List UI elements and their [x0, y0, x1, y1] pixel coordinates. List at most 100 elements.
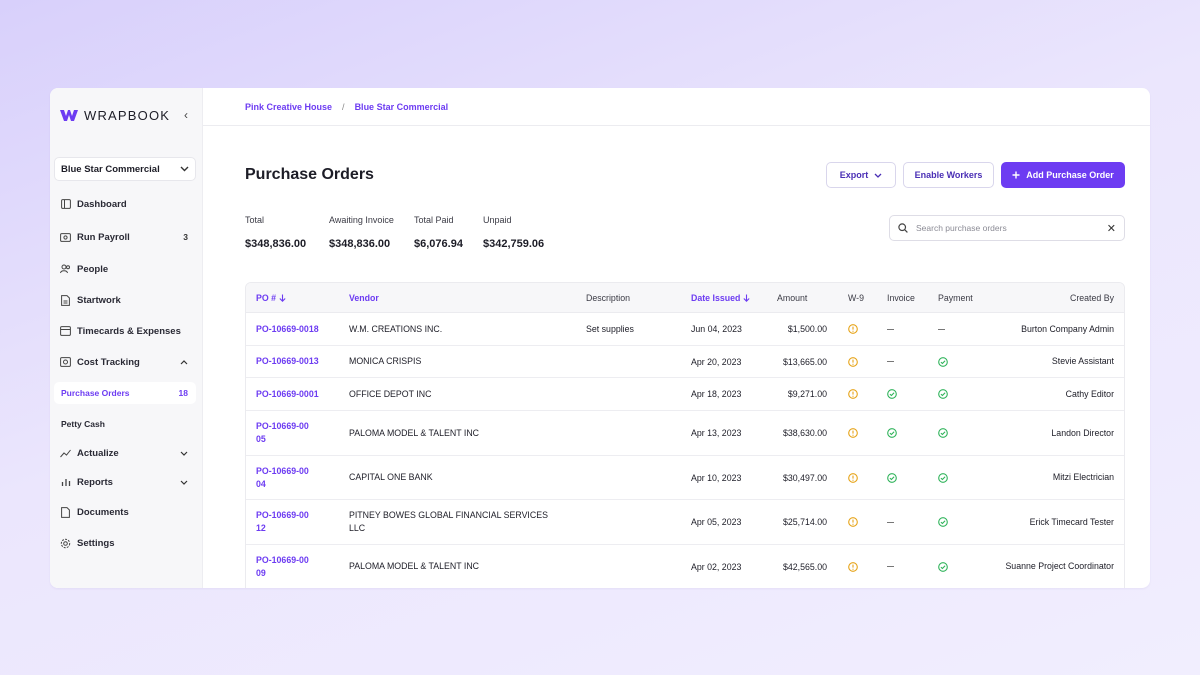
sidebar-item-people[interactable]: People	[50, 258, 196, 280]
sidebar-item-timecards[interactable]: Timecards & Expenses	[50, 320, 196, 342]
breadcrumb-parent-link[interactable]: Pink Creative House	[245, 101, 333, 112]
column-header-label: Date Issued	[691, 293, 741, 303]
created-by-cell: Burton Company Admin	[1021, 323, 1114, 334]
main-content: Pink Creative House / Blue Star Commerci…	[203, 88, 1150, 588]
amount-cell: $1,500.00	[787, 324, 827, 334]
vendor-cell: W.M. CREATIONS INC.	[349, 323, 443, 334]
po-number-link[interactable]: PO-10669-0009	[256, 554, 309, 578]
sidebar-item-cost-tracking[interactable]: Cost Tracking	[50, 351, 196, 373]
check-circle-icon	[887, 378, 897, 410]
column-header-created-by[interactable]: Created By	[1069, 293, 1114, 303]
warning-circle-icon	[848, 411, 858, 455]
description-cell	[586, 378, 681, 410]
column-header-w9[interactable]: W-9	[848, 293, 864, 303]
summary-label: Total Paid	[414, 215, 454, 225]
table-body: PO-10669-0018 W.M. CREATIONS INC. Set supp…	[246, 313, 1124, 588]
sidebar-item-actualize[interactable]: Actualize	[50, 442, 196, 464]
sidebar-item-startwork[interactable]: Startwork	[50, 289, 196, 311]
warning-circle-icon	[848, 378, 858, 410]
sidebar-item-purchase-orders[interactable]: Purchase Orders 18	[54, 382, 196, 404]
add-purchase-order-button[interactable]: Add Purchase Order	[1001, 162, 1125, 188]
created-by-cell: Erick Timecard Tester	[1029, 516, 1114, 527]
sidebar: WRAPBOOK ‹ Blue Star Commercial Dashboar…	[50, 88, 203, 588]
column-header-amount[interactable]: Amount	[777, 293, 808, 303]
date-issued-cell: Apr 05, 2023	[691, 517, 742, 527]
amount-cell: $38,630.00	[782, 428, 827, 438]
po-number-link[interactable]: PO-10669-0012	[256, 510, 309, 533]
app-window: WRAPBOOK ‹ Blue Star Commercial Dashboar…	[50, 88, 1150, 588]
column-header-label: PO #	[256, 293, 277, 303]
brand-logo[interactable]: WRAPBOOK	[60, 108, 170, 123]
date-issued-cell: Apr 13, 2023	[691, 428, 742, 438]
vendor-cell: PALOMA MODEL & TALENT INC	[349, 561, 480, 571]
people-icon	[60, 264, 71, 275]
column-header-invoice[interactable]: Invoice	[887, 293, 915, 303]
check-circle-icon	[938, 456, 948, 499]
summary-label: Total	[245, 215, 265, 225]
sidebar-item-label: Startwork	[77, 294, 121, 306]
column-header-vendor[interactable]: Vendor	[349, 293, 379, 303]
payroll-icon	[60, 232, 71, 243]
amount-cell: $25,714.00	[782, 517, 827, 527]
column-header-payment[interactable]: Payment	[938, 293, 973, 303]
sidebar-item-label: Petty Cash	[61, 419, 105, 429]
enable-workers-button[interactable]: Enable Workers	[903, 162, 994, 188]
chevron-down-icon	[180, 448, 188, 458]
project-selector[interactable]: Blue Star Commercial	[54, 157, 196, 181]
dash-icon	[887, 313, 894, 345]
sidebar-item-settings[interactable]: Settings	[50, 532, 196, 554]
sort-down-icon	[279, 294, 286, 302]
column-header-description[interactable]: Description	[586, 293, 631, 303]
clear-search-icon[interactable]: ✕	[1106, 222, 1116, 235]
po-number-link[interactable]: PO-10669-0004	[256, 465, 309, 489]
sidebar-item-petty-cash[interactable]: Petty Cash	[50, 413, 196, 435]
breadcrumb-current-link[interactable]: Blue Star Commercial	[354, 101, 449, 112]
dashboard-icon	[60, 199, 71, 210]
summary-value: $348,836.00	[329, 238, 391, 250]
trend-icon	[60, 448, 71, 459]
check-circle-icon	[938, 346, 948, 377]
table-row[interactable]: PO-10669-0001 OFFICE DEPOT INC Apr 18, 202…	[246, 378, 1124, 411]
sidebar-item-label: Purchase Orders	[61, 388, 130, 398]
cost-tracking-icon	[60, 357, 71, 368]
date-issued-cell: Apr 02, 2023	[691, 561, 742, 572]
column-header-po[interactable]: PO #	[256, 293, 286, 303]
amount-cell: $9,271.00	[787, 389, 827, 399]
sidebar-item-label: Settings	[77, 537, 115, 549]
created-by-cell: Mitzi Electrician	[1052, 472, 1114, 482]
sidebar-item-reports[interactable]: Reports	[50, 471, 196, 493]
sidebar-item-label: Dashboard	[77, 198, 127, 210]
collapse-sidebar-icon[interactable]: ‹	[184, 108, 188, 122]
table-row[interactable]: PO-10669-0009 PALOMA MODEL & TALENT INC Ap…	[246, 545, 1124, 588]
table-row[interactable]: PO-10669-0018 W.M. CREATIONS INC. Set supp…	[246, 313, 1124, 346]
sidebar-item-dashboard[interactable]: Dashboard	[50, 193, 196, 215]
description-cell	[586, 346, 681, 377]
search-icon	[898, 223, 908, 233]
warning-circle-icon	[848, 346, 858, 377]
sidebar-item-run-payroll[interactable]: Run Payroll 3	[50, 226, 196, 248]
table-row[interactable]: PO-10669-0005 PALOMA MODEL & TALENT INC Ap…	[246, 411, 1124, 456]
table-row[interactable]: PO-10669-0012 PITNEY BOWES GLOBAL FINANCI…	[246, 500, 1124, 545]
summary-unpaid: Unpaid $342,759.06	[483, 215, 544, 250]
sidebar-item-label: Cost Tracking	[77, 356, 140, 368]
table-row[interactable]: PO-10669-0013 MONICA CRISPIS Apr 20, 2023 $…	[246, 346, 1124, 378]
summary-label: Awaiting Invoice	[329, 215, 394, 225]
warning-circle-icon	[848, 500, 858, 544]
created-by-cell: Landon Director	[1051, 427, 1114, 438]
page-title: Purchase Orders	[245, 166, 374, 183]
chevron-up-icon	[180, 357, 188, 367]
search-input[interactable]	[916, 223, 1099, 233]
plus-icon	[1012, 171, 1020, 179]
po-number-link[interactable]: PO-10669-0001	[256, 388, 319, 399]
po-number-link[interactable]: PO-10669-0005	[256, 421, 309, 444]
export-dropdown-button[interactable]: Export	[826, 162, 896, 188]
column-header-date-issued[interactable]: Date Issued	[691, 293, 750, 303]
sidebar-item-label: People	[77, 263, 109, 275]
breadcrumb: Pink Creative House / Blue Star Commerci…	[203, 88, 1150, 126]
po-number-link[interactable]: PO-10669-0018	[256, 323, 319, 334]
po-number-link[interactable]: PO-10669-0013	[256, 356, 319, 366]
sidebar-item-label: Reports	[77, 476, 113, 488]
sidebar-item-documents[interactable]: Documents	[50, 501, 196, 523]
table-row[interactable]: PO-10669-0004 CAPITAL ONE BANK Apr 10, 202…	[246, 456, 1124, 500]
description-cell: Set supplies	[586, 324, 634, 334]
